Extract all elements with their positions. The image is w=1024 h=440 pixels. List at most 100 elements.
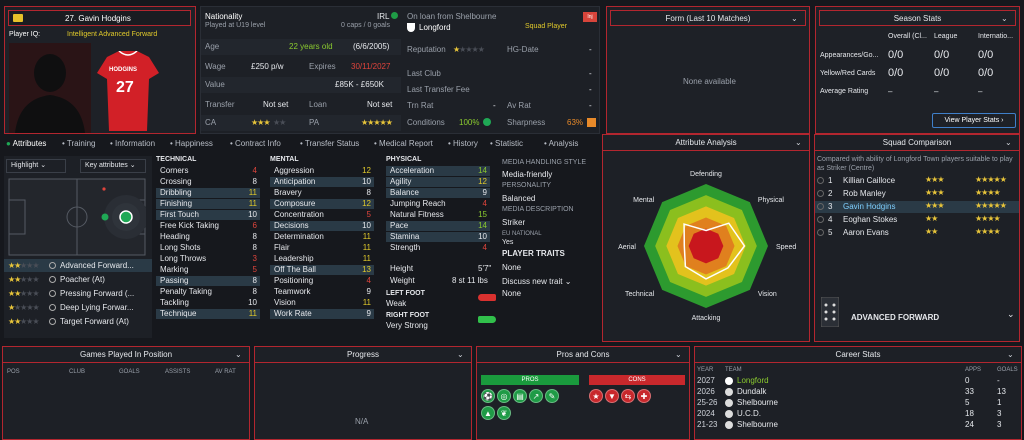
attribute-row[interactable]: Finishing 11 — [156, 199, 260, 209]
chevron-down-icon[interactable]: ⌄ — [795, 138, 802, 147]
attribute-row[interactable]: First Touch 10 — [156, 210, 260, 220]
pros-cons-header[interactable]: Pros and Cons ⌄ — [477, 347, 689, 363]
tab-statistic[interactable]: • Statistic — [490, 139, 524, 148]
role-row[interactable] — [4, 259, 152, 272]
form-header[interactable]: Form (Last 10 Matches) ⌄ — [610, 10, 806, 26]
chevron-down-icon[interactable]: ⌄ — [675, 350, 682, 359]
attribute-row[interactable]: Composure 12 — [270, 199, 374, 209]
career-header[interactable]: Career Stats ⌄ — [695, 347, 1021, 363]
attribute-row[interactable]: Pace 14 — [386, 221, 490, 231]
chevron-down-icon[interactable]: ⌄ — [1001, 14, 1008, 23]
attribute-row[interactable]: Corners 4 — [156, 166, 260, 176]
tab-attributes[interactable]: ● Attributes — [6, 139, 47, 148]
squad-header[interactable]: Squad Comparison ⌄ — [815, 135, 1019, 151]
stadium-icon[interactable]: ▤ — [513, 389, 527, 403]
tab-medical-report[interactable]: • Medical Report — [374, 139, 433, 148]
discuss-trait-dropdown[interactable]: Discuss new trait ⌄ — [502, 277, 572, 286]
games-header[interactable]: Games Played In Position ⌄ — [3, 347, 249, 363]
attribute-row[interactable]: Strength 4 — [386, 243, 490, 253]
role-radio[interactable] — [49, 276, 56, 283]
tab-analysis[interactable]: • Analysis — [544, 139, 579, 148]
squad-player-row[interactable]: 5 Aaron Evans ★★ ★★★★ — [815, 227, 1019, 239]
attribute-row[interactable]: Bravery 8 — [270, 188, 374, 198]
player-shirt-icon — [97, 51, 159, 131]
attribute-row[interactable]: Agility 12 — [386, 177, 490, 187]
squad-player-row[interactable]: 3 Gavin Hodgins ★★★ ★★★★★ — [815, 201, 1019, 213]
trend-icon[interactable]: ↗ — [529, 389, 543, 403]
radio-icon[interactable] — [817, 203, 824, 210]
radio-icon[interactable] — [817, 190, 824, 197]
brain-icon[interactable]: ✎ — [545, 389, 559, 403]
career-goals: 3 — [997, 409, 1002, 418]
lungs-icon[interactable]: ❦ — [497, 406, 511, 420]
injury-badge[interactable]: Inj — [583, 12, 597, 22]
role-radio[interactable] — [49, 262, 56, 269]
attribute-row[interactable]: Teamwork 9 — [270, 287, 374, 297]
radio-icon[interactable] — [817, 216, 824, 223]
attribute-row[interactable]: Concentration 5 — [270, 210, 374, 220]
boot-icon[interactable]: ▲ — [481, 406, 495, 420]
star-icon[interactable]: ★ — [589, 389, 603, 403]
radio-icon[interactable] — [817, 229, 824, 236]
attribute-row[interactable]: Decisions 10 — [270, 221, 374, 231]
attribute-row[interactable]: Heading 8 — [156, 232, 260, 242]
attribute-row[interactable]: Aggression 12 — [270, 166, 374, 176]
analysis-header[interactable]: Attribute Analysis ⌄ — [603, 135, 809, 151]
attribute-row[interactable]: Tackling 10 — [156, 298, 260, 308]
chevron-down-icon[interactable]: ⌄ — [457, 350, 464, 359]
chevron-down-icon[interactable]: ⌄ — [235, 350, 242, 359]
chevron-down-icon[interactable]: ⌄ — [1007, 350, 1014, 359]
target-icon[interactable]: ◎ — [497, 389, 511, 403]
role-radio[interactable] — [49, 318, 56, 325]
medical-cross-icon[interactable]: ✚ — [637, 389, 651, 403]
chevron-down-icon[interactable]: ⌄ — [1007, 309, 1015, 319]
attribute-row[interactable]: Long Throws 3 — [156, 254, 260, 264]
attribute-row[interactable]: Technique 11 — [156, 309, 260, 319]
attribute-value: 8 — [366, 188, 371, 197]
attribute-row[interactable]: Marking 5 — [156, 265, 260, 275]
shirt-icon[interactable]: ▼ — [605, 389, 619, 403]
attribute-row[interactable]: Vision 11 — [270, 298, 374, 308]
attribute-row[interactable]: Free Kick Taking 6 — [156, 221, 260, 231]
radio-icon[interactable] — [817, 177, 824, 184]
role-radio[interactable] — [49, 304, 56, 311]
ball-icon[interactable]: ⚽ — [481, 389, 495, 403]
tab-information[interactable]: • Information — [110, 139, 156, 148]
key-attributes-dropdown[interactable]: Key attributes ⌄ — [80, 159, 146, 173]
attribute-row[interactable]: Passing 8 — [156, 276, 260, 286]
squad-player-row[interactable]: 1 Killian Cailloce ★★★ ★★★★★ — [815, 175, 1019, 187]
attribute-row[interactable]: Flair 11 — [270, 243, 374, 253]
attribute-row[interactable]: Anticipation 10 — [270, 177, 374, 187]
attribute-row[interactable]: Positioning 4 — [270, 276, 374, 286]
attribute-row[interactable]: Long Shots 8 — [156, 243, 260, 253]
attribute-row[interactable]: Balance 9 — [386, 188, 490, 198]
view-player-stats-button[interactable]: View Player Stats › — [932, 113, 1016, 128]
attribute-row[interactable]: Determination 11 — [270, 232, 374, 242]
attribute-row[interactable]: Jumping Reach 4 — [386, 199, 490, 209]
attribute-row[interactable]: Work Rate 9 — [270, 309, 374, 319]
progress-header[interactable]: Progress ⌄ — [255, 347, 471, 363]
tab-contract-info[interactable]: • Contract Info — [230, 139, 281, 148]
squad-player-row[interactable]: 4 Eoghan Stokes ★★ ★★★★ — [815, 214, 1019, 226]
attribute-row[interactable]: Stamina 10 — [386, 232, 490, 242]
career-year: 21-23 — [697, 420, 718, 429]
attribute-row[interactable]: Off The Ball 13 — [270, 265, 374, 275]
attribute-row[interactable]: Dribbling 11 — [156, 188, 260, 198]
attribute-row[interactable]: Natural Fitness 15 — [386, 210, 490, 220]
role-radio[interactable] — [49, 290, 56, 297]
squad-player-row[interactable]: 2 Rob Manley ★★★ ★★★★ — [815, 188, 1019, 200]
tab-history[interactable]: • History — [448, 139, 478, 148]
tab-training[interactable]: • Training — [62, 139, 96, 148]
attribute-row[interactable]: Leadership 11 — [270, 254, 374, 264]
attribute-row[interactable]: Crossing 8 — [156, 177, 260, 187]
attribute-row[interactable]: Penalty Taking 8 — [156, 287, 260, 297]
chevron-down-icon[interactable]: ⌄ — [791, 14, 798, 23]
tab-transfer-status[interactable]: • Transfer Status — [300, 139, 360, 148]
strength-icon[interactable]: ⇆ — [621, 389, 635, 403]
attribute-row[interactable]: Acceleration 14 — [386, 166, 490, 176]
height-value: 5'7" — [478, 264, 492, 273]
tab-happiness[interactable]: • Happiness — [170, 139, 213, 148]
chevron-down-icon[interactable]: ⌄ — [1005, 138, 1012, 147]
season-header[interactable]: Season Stats ⌄ — [819, 10, 1016, 26]
highlight-dropdown[interactable]: Highlight ⌄ — [6, 159, 66, 173]
